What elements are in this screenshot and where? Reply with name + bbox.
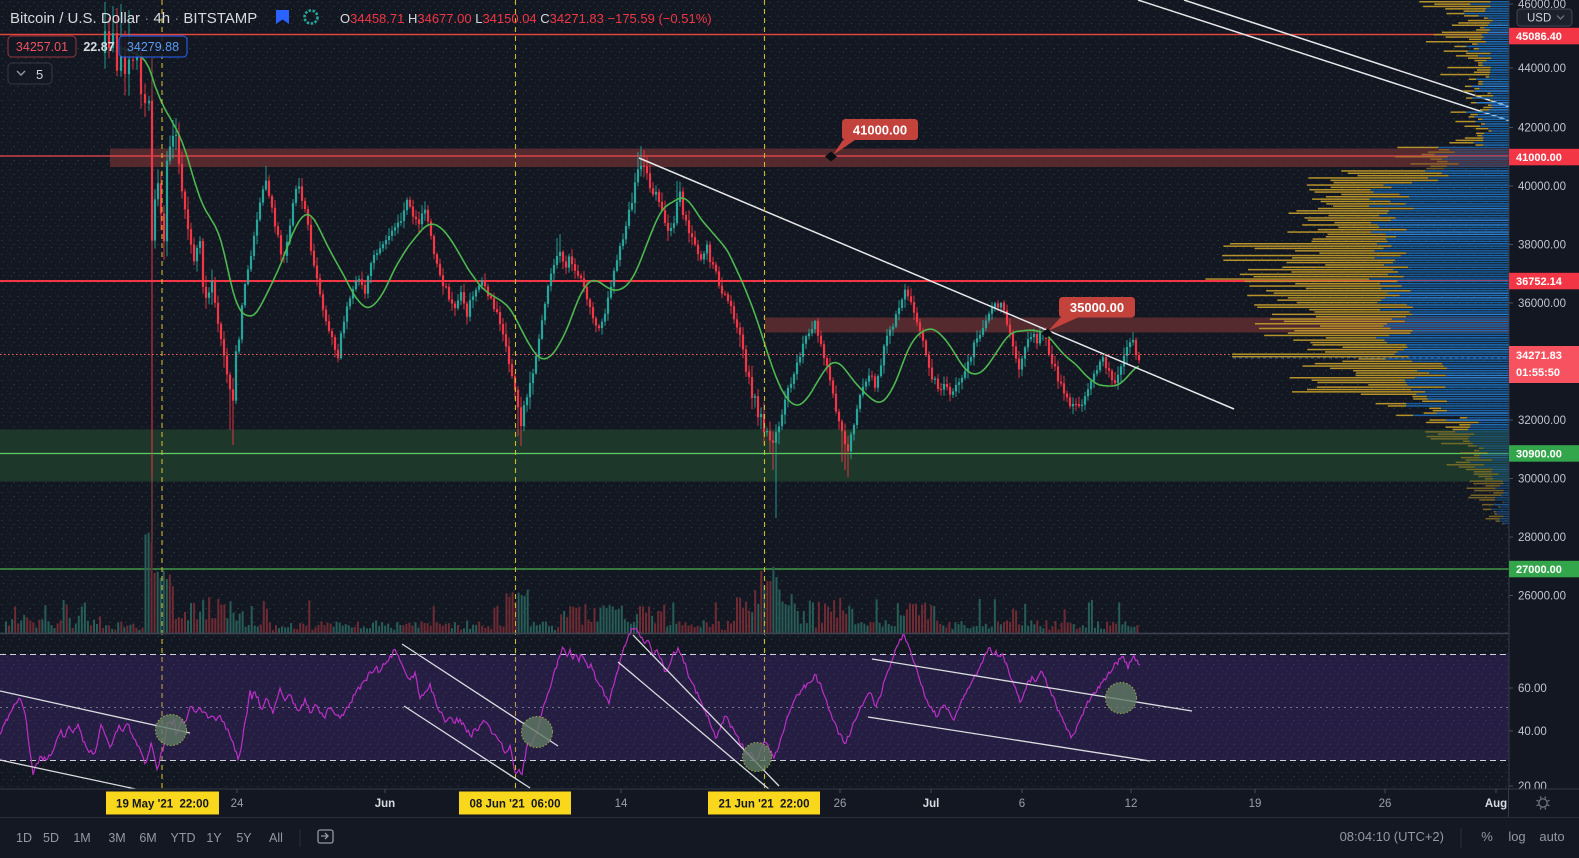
svg-text:28000.00: 28000.00 [1518,532,1566,544]
svg-text:24: 24 [231,798,244,810]
svg-text:Jun: Jun [375,798,395,810]
svg-text:12: 12 [1125,798,1138,810]
svg-text:46000.00: 46000.00 [1518,0,1566,11]
svg-text:YTD: YTD [171,831,196,845]
svg-text:19: 19 [1249,798,1262,810]
svg-text:3M: 3M [108,831,125,845]
svg-text:6: 6 [1019,798,1025,810]
svg-text:5: 5 [36,67,43,82]
svg-text:01:55:50: 01:55:50 [1516,367,1560,379]
svg-text:1M: 1M [73,831,90,845]
svg-text:35000.00: 35000.00 [1070,300,1124,315]
svg-text:40000.00: 40000.00 [1518,181,1566,193]
svg-text:Bitcoin / U.S. Dollar · 4h · B: Bitcoin / U.S. Dollar · 4h · BITSTAMP [10,10,257,27]
svg-text:26000.00: 26000.00 [1518,591,1566,603]
svg-text:5Y: 5Y [236,831,252,845]
svg-text:30000.00: 30000.00 [1518,474,1566,486]
svg-text:41000.00: 41000.00 [1516,152,1562,164]
svg-text:36752.14: 36752.14 [1516,276,1563,288]
svg-text:Aug: Aug [1485,798,1507,810]
svg-text:38000.00: 38000.00 [1518,240,1566,252]
svg-text:34257.01: 34257.01 [16,40,68,54]
svg-text:%: % [1481,829,1493,844]
svg-text:26: 26 [1379,798,1392,810]
svg-text:44000.00: 44000.00 [1518,63,1566,75]
svg-text:26: 26 [834,798,847,810]
svg-text:All: All [269,831,283,845]
svg-text:USD: USD [1527,13,1551,25]
svg-text:34279.88: 34279.88 [127,40,179,54]
svg-text:08:04:10 (UTC+2): 08:04:10 (UTC+2) [1340,829,1444,844]
svg-text:log: log [1508,829,1525,844]
svg-text:Jul: Jul [923,798,940,810]
svg-text:6M: 6M [139,831,156,845]
svg-text:41000.00: 41000.00 [853,123,907,138]
svg-text:32000.00: 32000.00 [1518,415,1566,427]
svg-text:19 May '21 22:00: 19 May '21 22:00 [116,799,209,811]
svg-text:36000.00: 36000.00 [1518,298,1566,310]
svg-text:42000.00: 42000.00 [1518,123,1566,135]
svg-text:1Y: 1Y [206,831,222,845]
svg-text:1D: 1D [16,831,32,845]
svg-text:O34458.71 H34677.00 L34150.04: O34458.71 H34677.00 L34150.04 C34271.83 … [340,11,712,26]
svg-text:60.00: 60.00 [1518,683,1547,695]
svg-text:22.87: 22.87 [83,40,114,54]
svg-text:40.00: 40.00 [1518,726,1547,738]
svg-text:08 Jun '21 06:00: 08 Jun '21 06:00 [470,799,561,811]
svg-text:5D: 5D [43,831,59,845]
svg-text:34271.83: 34271.83 [1516,350,1562,362]
svg-text:27000.00: 27000.00 [1516,564,1562,576]
svg-text:auto: auto [1539,829,1564,844]
svg-text:45086.40: 45086.40 [1516,31,1562,43]
svg-text:14: 14 [615,798,628,810]
svg-text:21 Jun '21 22:00: 21 Jun '21 22:00 [719,799,810,811]
svg-text:30900.00: 30900.00 [1516,449,1562,461]
